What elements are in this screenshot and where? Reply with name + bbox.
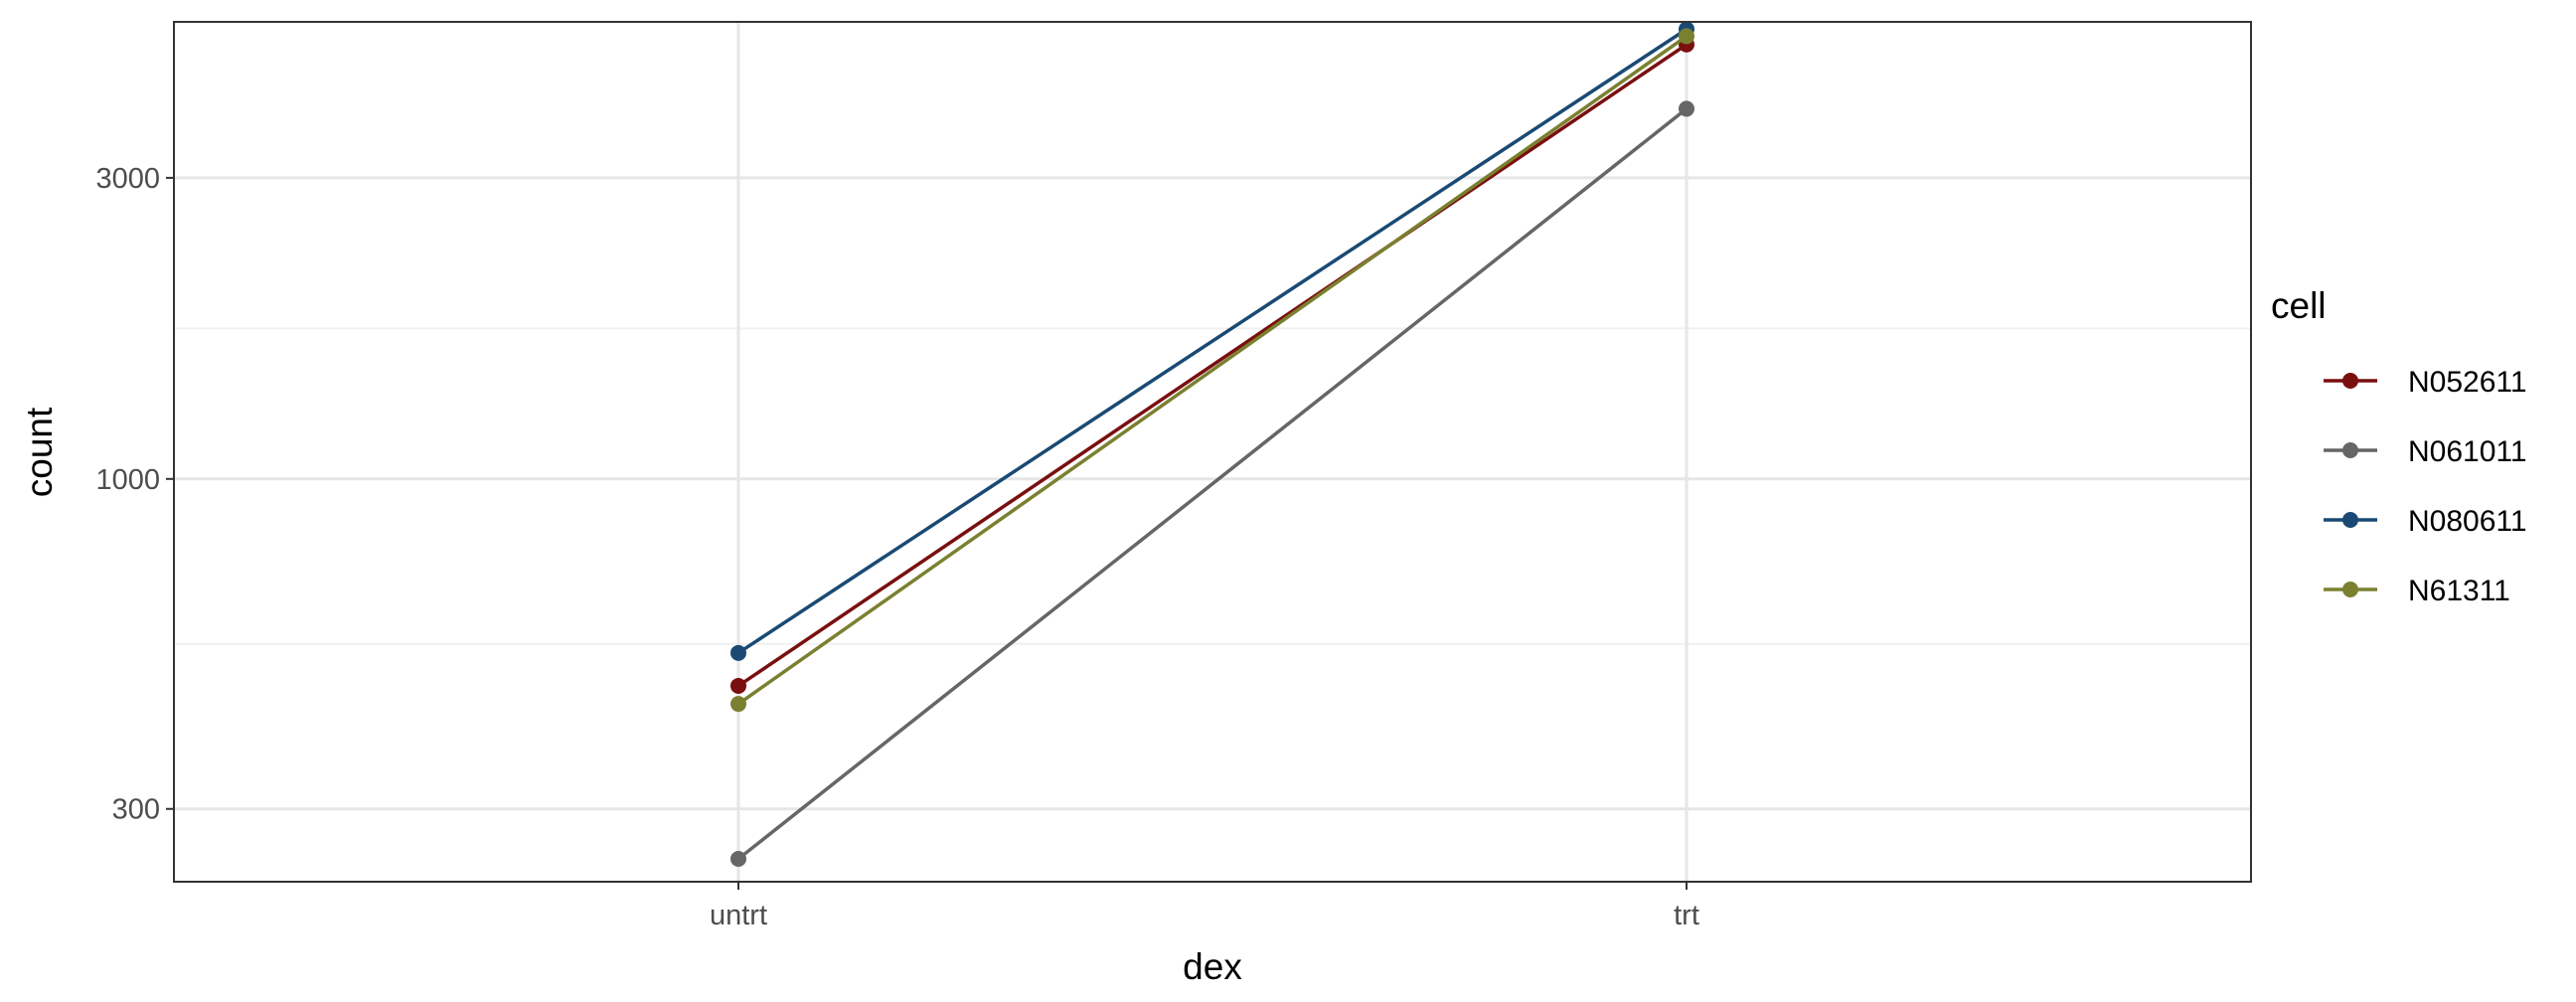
data-point	[730, 851, 746, 868]
x-tick-label: trt	[1674, 900, 1699, 931]
legend-item: N061011	[2324, 435, 2527, 468]
plot-border	[173, 21, 2252, 883]
series-N061011	[730, 100, 1694, 868]
series-line	[737, 43, 1688, 688]
legend-item: N61311	[2324, 575, 2510, 607]
legend-label: N61311	[2408, 575, 2510, 607]
x-axis-title: dex	[1183, 946, 1242, 987]
grid	[174, 22, 2251, 882]
legend-key-point	[2342, 582, 2358, 597]
legend-label: N061011	[2408, 435, 2527, 468]
legend-label: N080611	[2408, 505, 2527, 538]
y-tick-label: 300	[112, 794, 160, 826]
legend-title: cell	[2271, 285, 2327, 326]
series-layer	[730, 21, 1694, 868]
data-point	[730, 644, 746, 661]
legend: cell N052611 N061011 N080611 N61311	[2271, 285, 2527, 607]
y-tick-label: 3000	[95, 163, 160, 195]
legend-key-point	[2342, 442, 2358, 458]
legend-item: N052611	[2324, 366, 2527, 399]
data-point	[1679, 100, 1694, 117]
x-tick-label: untrt	[710, 900, 767, 931]
x-axis: untrt trt	[710, 882, 1699, 931]
data-point	[730, 696, 746, 713]
legend-label: N052611	[2408, 366, 2527, 399]
legend-key-point	[2342, 373, 2358, 389]
series-line	[736, 107, 1689, 861]
legend-item: N080611	[2324, 505, 2527, 538]
y-axis-title: count	[19, 407, 60, 497]
series-line	[736, 34, 1689, 706]
data-point	[730, 677, 746, 694]
legend-key-point	[2342, 512, 2358, 528]
y-axis: 300 1000 3000	[95, 163, 174, 826]
data-point	[1679, 28, 1694, 45]
series-line	[737, 27, 1688, 655]
series-N61311	[730, 28, 1694, 713]
plot-background	[174, 22, 2251, 882]
y-tick-label: 1000	[95, 464, 160, 496]
